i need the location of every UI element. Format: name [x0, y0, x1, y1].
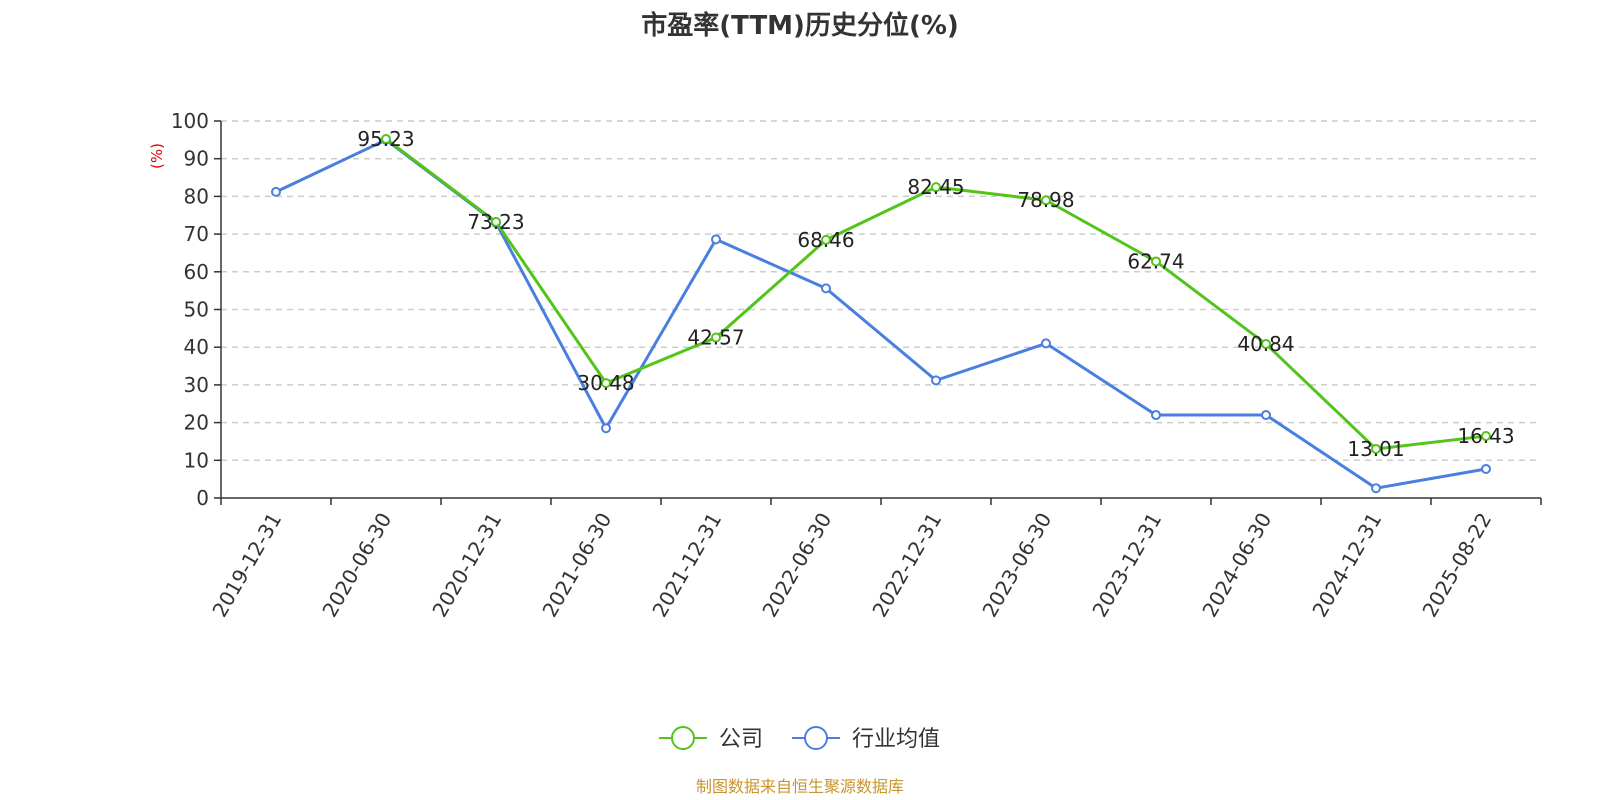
- y-tick-label: 20: [184, 411, 209, 435]
- legend[interactable]: 公司 行业均值: [659, 726, 940, 752]
- x-tick-label: 2020-06-30: [317, 509, 396, 622]
- y-axis-ticks: 0 10 20 30 40 50 60 70 80 90 100: [171, 109, 221, 510]
- data-point-series-1[interactable]: [1041, 338, 1051, 349]
- x-tick-label: 2020-12-31: [427, 509, 506, 622]
- series-lines: [275, 137, 1487, 490]
- data-point-series-1[interactable]: [711, 234, 721, 245]
- y-tick-label: 10: [184, 448, 209, 472]
- chart-title: 市盈率(TTM)历史分位(%): [641, 10, 959, 41]
- y-tick-label: 30: [184, 373, 209, 397]
- data-labels: 95.23 73.23 30.48 42.57 68.46 82.45 78.98 62.74…: [357, 127, 1514, 461]
- data-point-series-0[interactable]: [1041, 195, 1051, 206]
- data-label: 30.48: [577, 371, 634, 395]
- y-axis-unit-label: (%): [148, 143, 166, 169]
- legend-circle-icon: [804, 726, 828, 750]
- y-tick-label: 70: [184, 222, 209, 246]
- x-tick-label: 2024-06-30: [1197, 509, 1276, 622]
- data-label: 16.43: [1457, 424, 1514, 448]
- data-label: 13.01: [1347, 437, 1404, 461]
- legend-item-0[interactable]: 公司: [659, 726, 763, 752]
- data-point-series-0[interactable]: [1481, 431, 1491, 442]
- y-tick-label: 90: [184, 147, 209, 171]
- y-tick-label: 60: [184, 260, 209, 284]
- data-point-series-0[interactable]: [931, 182, 941, 193]
- x-axis-ticks: 2019-12-31 2020-06-30 2020-12-31 2021-06-30…: [207, 498, 1542, 622]
- y-tick-label: 100: [171, 109, 209, 133]
- y-tick-label: 40: [184, 335, 209, 359]
- data-point-series-0[interactable]: [1261, 339, 1271, 350]
- legend-label: 行业均值: [852, 727, 940, 752]
- y-tick-label: 80: [184, 184, 209, 208]
- data-label: 68.46: [797, 228, 854, 252]
- data-label: 40.84: [1237, 332, 1294, 356]
- data-point-series-0[interactable]: [601, 378, 611, 389]
- data-point-series-1[interactable]: [1151, 410, 1161, 421]
- x-tick-label: 2025-08-22: [1417, 509, 1496, 622]
- x-tick-label: 2023-12-31: [1087, 509, 1166, 622]
- y-tick-label: 50: [184, 298, 209, 322]
- x-tick-label: 2022-06-30: [757, 509, 836, 622]
- x-tick-label: 2019-12-31: [207, 509, 286, 622]
- data-point-series-0[interactable]: [1151, 256, 1161, 267]
- data-label: 78.98: [1017, 188, 1074, 212]
- series-points: [271, 133, 1491, 494]
- data-point-series-0[interactable]: [381, 133, 391, 144]
- data-point-series-1[interactable]: [271, 186, 281, 197]
- data-point-series-1[interactable]: [601, 423, 611, 434]
- data-label: 62.74: [1127, 249, 1184, 273]
- x-tick-label: 2021-12-31: [647, 509, 726, 622]
- data-point-series-1[interactable]: [931, 375, 941, 386]
- data-point-series-1[interactable]: [821, 283, 831, 294]
- y-tick-label: 0: [196, 486, 209, 510]
- data-point-series-0[interactable]: [821, 234, 831, 245]
- data-label: 95.23: [357, 127, 414, 151]
- data-point-series-1[interactable]: [1481, 463, 1491, 474]
- x-tick-label: 2023-06-30: [977, 509, 1056, 622]
- data-label: 82.45: [907, 175, 964, 199]
- x-tick-label: 2022-12-31: [867, 509, 946, 622]
- data-point-series-0[interactable]: [711, 332, 721, 343]
- x-tick-label: 2024-12-31: [1307, 509, 1386, 622]
- source-note: 制图数据来自恒生聚源数据库: [696, 777, 904, 796]
- data-point-series-0[interactable]: [1371, 443, 1381, 454]
- legend-item-1[interactable]: 行业均值: [792, 726, 940, 752]
- data-point-series-0[interactable]: [491, 216, 501, 227]
- data-label: 42.57: [687, 326, 744, 350]
- data-point-series-1[interactable]: [1371, 483, 1381, 494]
- data-point-series-1[interactable]: [1261, 410, 1271, 421]
- gridlines: [221, 120, 1541, 462]
- legend-label: 公司: [719, 727, 763, 752]
- legend-circle-icon: [671, 726, 695, 750]
- x-tick-label: 2021-06-30: [537, 509, 616, 622]
- data-label: 73.23: [467, 210, 524, 234]
